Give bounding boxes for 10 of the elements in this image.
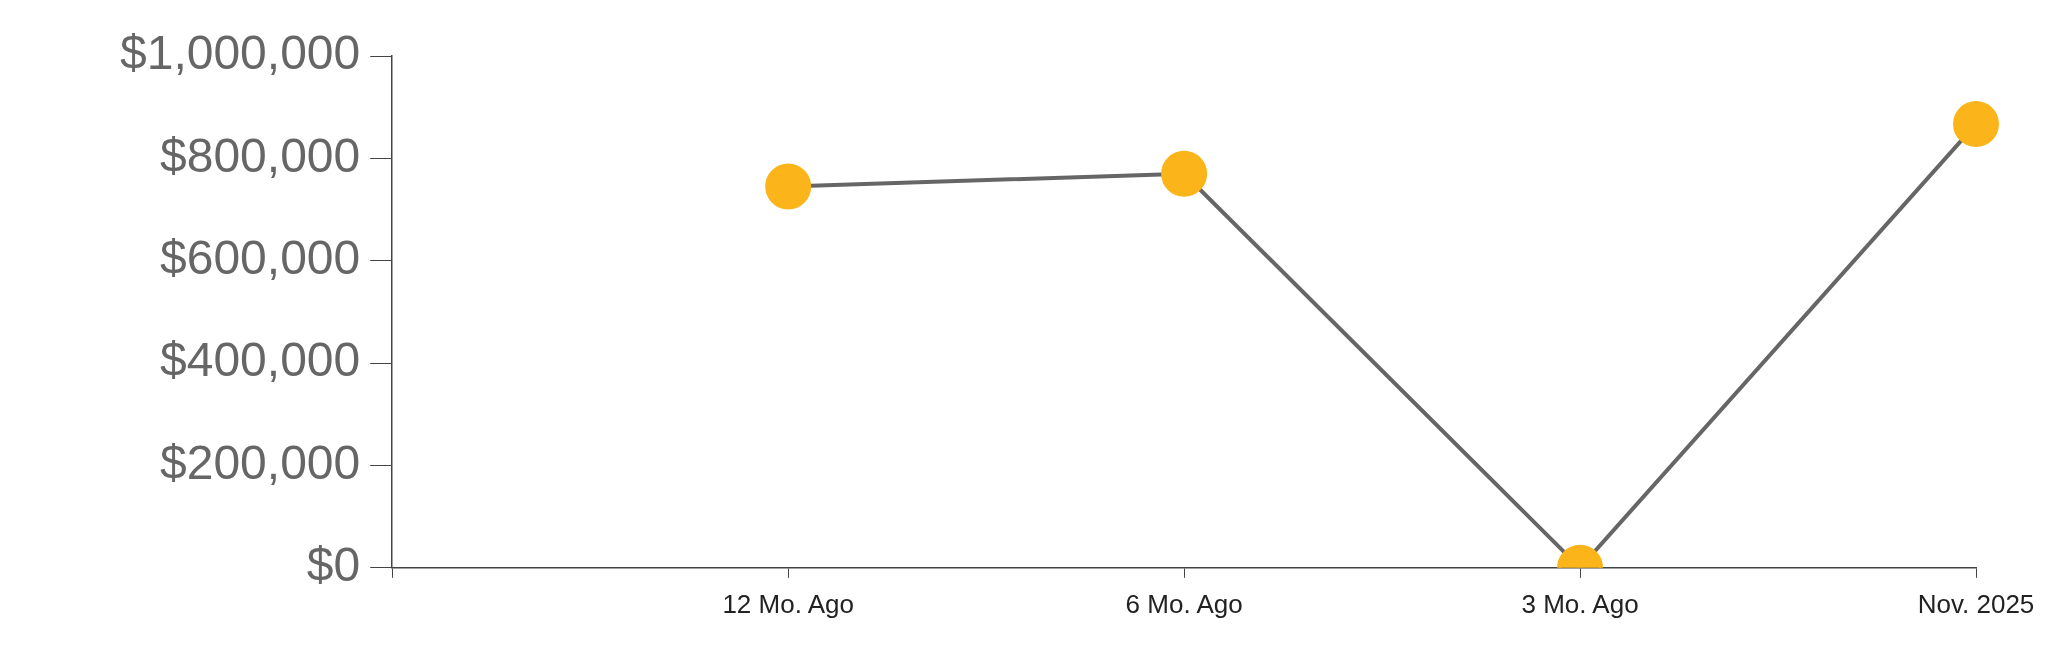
x-tick-label: 6 Mo. Ago: [1125, 588, 1243, 619]
y-tick-label: $800,000: [160, 128, 361, 182]
y-tick-label: $400,000: [160, 333, 361, 387]
x-tick-label: 3 Mo. Ago: [1521, 588, 1639, 619]
x-tick-label: Nov. 2025: [1917, 588, 2035, 619]
y-tick-label: $1,000,000: [120, 26, 361, 80]
y-tick-label: $200,000: [160, 435, 361, 489]
y-tick-label: $0: [306, 538, 361, 592]
x-tick-label: 12 Mo. Ago: [722, 588, 854, 619]
y-tick-label: $600,000: [160, 230, 361, 284]
